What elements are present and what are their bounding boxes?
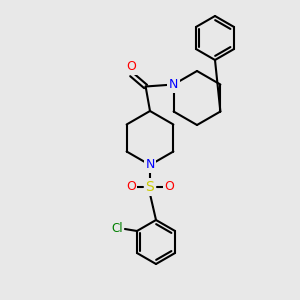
Text: S: S	[146, 180, 154, 194]
Text: N: N	[169, 78, 178, 91]
Text: O: O	[127, 60, 136, 73]
Text: O: O	[126, 181, 136, 194]
Text: O: O	[164, 181, 174, 194]
Text: N: N	[145, 158, 155, 172]
Text: Cl: Cl	[111, 223, 123, 236]
